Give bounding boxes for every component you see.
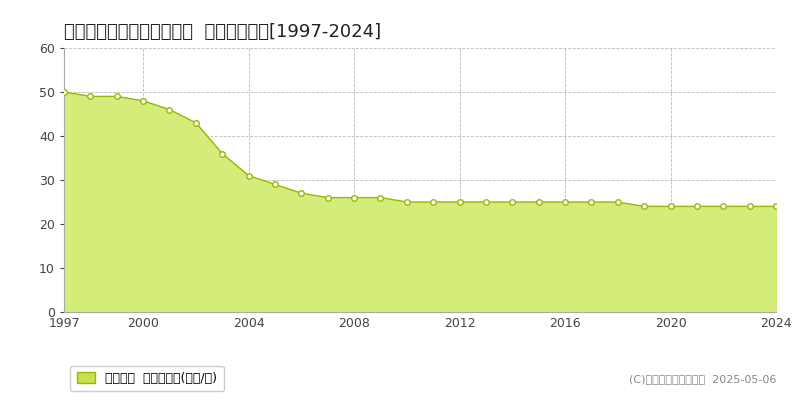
Legend: 基準地価  平均坪単価(万円/坪): 基準地価 平均坪単価(万円/坪) <box>70 366 223 391</box>
Text: 加古川市別府町新野辺北町  基準地価推移[1997-2024]: 加古川市別府町新野辺北町 基準地価推移[1997-2024] <box>64 23 381 41</box>
Text: (C)土地価格ドットコム  2025-05-06: (C)土地価格ドットコム 2025-05-06 <box>629 374 776 384</box>
